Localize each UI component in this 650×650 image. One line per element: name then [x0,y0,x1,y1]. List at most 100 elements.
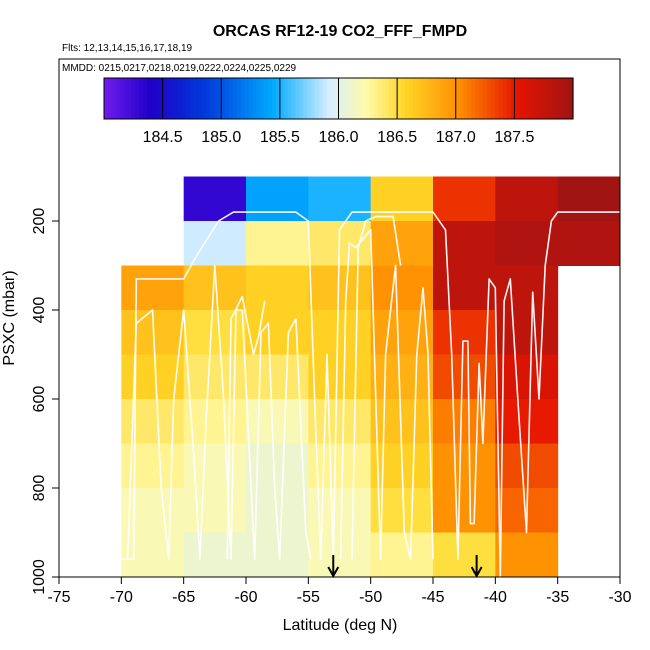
colorbar-swatch [193,78,199,119]
x-tick-label: -40 [484,589,507,606]
colorbar-swatch [467,78,472,119]
colorbar-swatch [182,78,187,119]
colorbar-swatch [455,78,461,119]
colorbar-swatch [330,78,336,119]
marker-arrow-head [470,566,483,579]
colorbar-swatch [487,78,492,119]
colorbar-swatch [174,78,179,119]
colorbar-swatch [232,78,238,119]
colorbar-swatch [283,78,289,119]
colorbar-swatch [518,78,523,119]
colorbar-swatch [279,78,285,119]
flight-track [121,211,620,577]
colorbar-swatch [498,78,504,119]
heatmap-cell [183,310,247,355]
heatmap-cell [246,399,309,444]
heatmap-cell [183,532,247,577]
flight-track [126,264,312,560]
colorbar-swatch [322,78,328,119]
colorbar-swatch [428,78,433,119]
colorbar-swatch [256,78,261,119]
heatmap-cell [557,176,620,222]
heatmap-cell [495,532,559,577]
colorbar-swatch [361,78,367,119]
colorbar-swatch [440,78,445,119]
heatmap-cell [183,354,247,400]
colorbar-swatch [444,78,449,119]
lat-markers [327,555,483,579]
colorbar-swatch [287,78,293,119]
colorbar-tick-label: 187.0 [436,129,476,146]
colorbar-swatch [408,78,414,119]
colorbar-swatch [459,78,465,119]
y-tick-label: 1000 [31,559,48,595]
heatmap-cell [183,399,247,444]
colorbar-swatch [475,78,480,119]
colorbar-swatch [225,78,230,119]
x-tick-label: -65 [172,589,195,606]
heatmap-cell [308,443,372,489]
colorbar-tick-label: 186.0 [318,129,358,146]
colorbar-swatch [420,78,426,119]
colorbar-swatch [213,78,218,119]
colorbar-swatch [502,78,508,119]
heatmap-cell [433,310,496,355]
heatmap-cell [370,221,434,266]
colorbar-swatch [389,78,394,119]
colorbar-swatch [119,78,125,119]
colorbar-swatch [268,78,273,119]
colorbar-swatch [107,78,113,119]
colorbar-swatch [401,78,406,119]
colorbar-swatch [139,78,144,119]
colorbar: 184.5 185.0 185.5 186.0 186.5 187.0 187.5 [103,77,574,146]
heatmap-cell [121,265,185,311]
heatmap-cell [495,265,559,311]
colorbar-swatch [123,78,129,119]
marker-arrow-head [327,566,340,579]
heatmap-cell [121,532,185,577]
colorbar-swatch [260,78,265,119]
colorbar-swatch [373,78,379,119]
flights-label: Flts: 12,13,14,15,16,17,18,19 [62,43,193,54]
heatmap-cell [246,310,309,355]
heatmap-cell [246,221,309,266]
colorbar-swatch [209,78,215,119]
x-axis-label: Latitude (deg N) [283,617,398,634]
colorbar-swatch [346,78,351,119]
colorbar-swatch [404,78,410,119]
colorbar-swatch [553,78,558,119]
colorbar-swatch [143,78,148,119]
colorbar-swatch [526,78,531,119]
colorbar-swatch [127,78,132,119]
y-axis: 200 400 600 800 1000 [31,208,60,595]
colorbar-swatch [557,78,562,119]
heatmap-cell [308,265,372,311]
colorbar-swatch [104,78,109,119]
colorbar-swatch [530,78,535,119]
colorbar-swatch [205,78,211,119]
colorbar-swatch [275,78,281,119]
colorbar-swatch [471,78,476,119]
heatmap-cell [183,488,247,533]
heatmap-cell [433,443,496,489]
x-tick-label: -70 [110,589,133,606]
colorbar-swatch [490,78,496,119]
colorbar-swatch [342,78,347,119]
colorbar-swatch [432,78,437,119]
heatmap-cell [370,354,434,400]
heatmap-cell [183,176,247,222]
heatmap-cell [433,265,496,311]
flight-track [351,215,402,560]
colorbar-swatch [397,78,402,119]
x-tick-label: -45 [421,589,444,606]
colorbar-swatch [295,78,301,119]
heatmap-cell [433,221,496,266]
colorbar-swatch [197,78,203,119]
heatmap-cell [370,310,434,355]
y-tick-label: 800 [31,475,48,502]
colorbar-swatch [131,78,136,119]
y-tick-label: 600 [31,386,48,413]
heatmap-cell [495,443,559,489]
heatmap-cell [495,354,559,400]
